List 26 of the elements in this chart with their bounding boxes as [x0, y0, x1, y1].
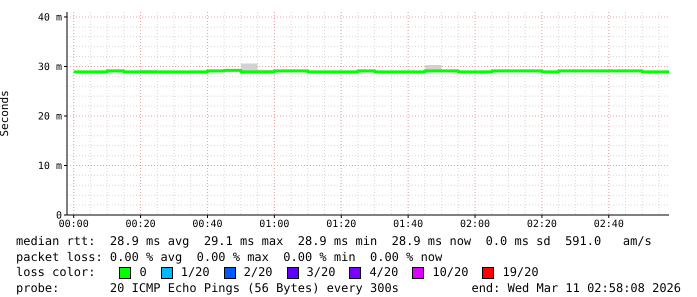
legend-label: 3/20 — [306, 265, 336, 280]
y-tick-label: 20 m — [38, 112, 62, 123]
text: end: Wed Mar 11 02:58:08 2026 — [471, 280, 681, 296]
text: packet loss: 0.00 % avg 0.00 % max 0.00 % min 0.00 % now — [16, 250, 444, 265]
x-tick-label: 00:20 — [126, 219, 156, 230]
y-tick-label: 10 m — [38, 161, 62, 172]
x-tick-label: 00:00 — [58, 219, 89, 230]
legend-label: 19/20 — [502, 265, 539, 280]
x-tick-label: 01:00 — [259, 219, 290, 230]
legend-label: 10/20 — [432, 265, 468, 280]
x-tick-label: 02:00 — [460, 219, 490, 230]
text: median rtt: 28.9 ms avg 29.1 ms max 28.9 ms min 28.9 ms now 0.0 ms sd 591.0 am/s — [16, 234, 653, 250]
x-tick-label: 02:40 — [594, 219, 624, 230]
legend-title: loss color: — [16, 265, 96, 280]
legend-label: 0 — [139, 265, 147, 280]
legend-label: 1/20 — [180, 265, 210, 280]
y-tick-label: 30 m — [38, 62, 62, 74]
text: probe: 20 ICMP Echo Pings (56 Bytes) every 300s — [16, 280, 399, 296]
x-tick-label: 00:40 — [192, 219, 223, 230]
x-tick-label: 01:20 — [326, 219, 356, 230]
legend-label: 4/20 — [369, 265, 398, 280]
y-tick-label: 40 m — [38, 12, 62, 24]
y-axis-title: Seconds — [0, 90, 11, 137]
x-tick-label: 02:20 — [526, 219, 557, 230]
x-tick-label: 01:40 — [393, 219, 424, 230]
legend-label: 2/20 — [244, 265, 273, 280]
